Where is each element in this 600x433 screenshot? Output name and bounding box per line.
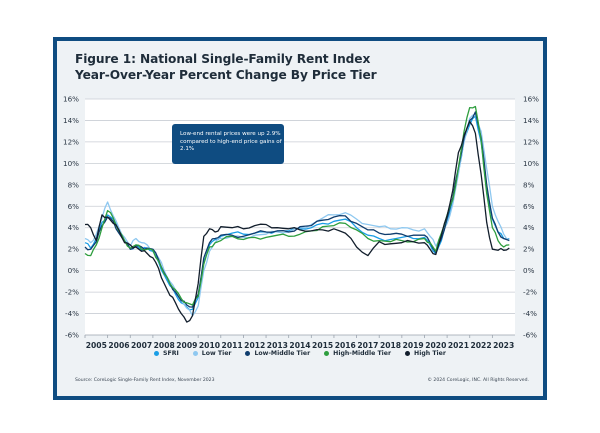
y-tick-label-right: -4%: [523, 309, 537, 318]
series-line-low-tier: [84, 113, 510, 317]
y-tick-label-left: 10%: [63, 159, 79, 168]
legend-label-low-tier: Low Tier: [201, 350, 232, 357]
y-tick-label-right: -2%: [523, 288, 537, 297]
copyright-note: © 2024 CoreLogic, INC. All Rights Reserv…: [427, 378, 529, 383]
x-axis: 2005 2006 2007 2008 2009 2010 2011 2012 2013 2014…: [84, 334, 515, 350]
legend-marker-low-middle-tier: [245, 351, 251, 356]
y-axis-left: 16% 14% 12% 10% 8% 6% 4% 2% 0% -2% -4% -6%: [63, 95, 79, 340]
y-tick-label-right: 14%: [523, 116, 539, 125]
legend-item-high-middle-tier[interactable]: High-Middle Tier: [324, 350, 391, 357]
x-tick-label: 2015: [312, 341, 333, 350]
source-note: Source: CoreLogic Single-Family Rent Ind…: [75, 378, 215, 383]
y-tick-label-right: 6%: [523, 202, 535, 211]
legend-marker-sfri: [154, 351, 160, 356]
y-tick-label-right: 16%: [523, 95, 539, 104]
series-lines: [84, 105, 510, 323]
legend-label-high-middle-tier: High-Middle Tier: [333, 350, 392, 357]
legend: SFRI Low Tier Low-Middle Tier High-Middl…: [57, 350, 543, 357]
x-tick-label: 2018: [380, 341, 401, 350]
legend-item-low-middle-tier[interactable]: Low-Middle Tier: [245, 350, 310, 357]
x-tick-label: 2009: [176, 341, 197, 350]
x-tick-label: 2006: [108, 341, 129, 350]
legend-label-high-tier: High Tier: [414, 350, 446, 357]
legend-label-sfri: SFRI: [163, 350, 179, 357]
title-line-1: Figure 1: National Single-Family Rent In…: [75, 52, 371, 66]
x-tick-label: 2011: [222, 341, 243, 350]
x-tick-label: 2014: [289, 341, 310, 350]
plot-background: [85, 99, 515, 335]
legend-item-sfri[interactable]: SFRI: [154, 350, 179, 357]
annotation-callout: Low-end rental prices were up 2.9% compa…: [172, 124, 284, 164]
x-tick-label: 2023: [493, 341, 514, 350]
figure-frame: Figure 1: National Single-Family Rent In…: [53, 37, 547, 400]
y-axis-right: 16% 14% 12% 10% 8% 6% 4% 2% 0% -2% -4% -6%: [523, 95, 539, 340]
x-tick-label: 2017: [357, 341, 378, 350]
y-tick-label-left: 12%: [63, 137, 79, 146]
y-tick-label-right: 10%: [523, 159, 539, 168]
legend-marker-high-tier: [405, 351, 411, 356]
x-tick-label: 2012: [244, 341, 265, 350]
line-chart: 16% 14% 12% 10% 8% 6% 4% 2% 0% -2% -4% -6% 16% 14% 12…: [63, 95, 539, 351]
x-tick-label: 2008: [154, 341, 175, 350]
x-tick-label: 2013: [267, 341, 288, 350]
x-tick-label: 2021: [448, 341, 469, 350]
y-tick-label-left: 8%: [68, 180, 80, 189]
y-tick-label-left: 16%: [63, 95, 79, 104]
x-tick-label: 2007: [131, 341, 152, 350]
title-line-2: Year-Over-Year Percent Change By Price T…: [75, 68, 377, 82]
x-tick-label: 2010: [199, 341, 220, 350]
y-tick-label-left: -6%: [65, 331, 79, 340]
legend-item-low-tier[interactable]: Low Tier: [192, 350, 232, 357]
x-tick-label: 2020: [425, 341, 446, 350]
y-tick-label-left: 4%: [68, 223, 80, 232]
legend-item-high-tier[interactable]: High Tier: [405, 350, 446, 357]
y-tick-label-left: -4%: [65, 309, 79, 318]
legend-label-low-middle-tier: Low-Middle Tier: [254, 350, 311, 357]
legend-marker-high-middle-tier: [324, 351, 330, 356]
y-tick-label-right: 12%: [523, 137, 539, 146]
y-tick-label-left: 0%: [68, 266, 80, 275]
y-tick-label-right: 8%: [523, 180, 535, 189]
y-tick-label-left: 6%: [68, 202, 80, 211]
y-tick-label-right: 0%: [523, 266, 535, 275]
y-tick-label-left: 2%: [68, 245, 80, 254]
x-tick-label: 2005: [86, 341, 107, 350]
x-tick-label: 2019: [403, 341, 424, 350]
x-tick-label: 2016: [335, 341, 356, 350]
y-tick-label-right: 4%: [523, 223, 535, 232]
chart-title: Figure 1: National Single-Family Rent In…: [75, 51, 377, 83]
y-tick-label-left: 14%: [63, 116, 79, 125]
series-line-high-middle-tier: [84, 105, 510, 306]
x-tick-label: 2022: [470, 341, 491, 350]
y-tick-label-right: 2%: [523, 245, 535, 254]
y-tick-label-right: -6%: [523, 331, 537, 340]
y-tick-label-left: -2%: [65, 288, 79, 297]
legend-marker-low-tier: [192, 351, 198, 356]
series-line-high-tier: [84, 120, 510, 323]
